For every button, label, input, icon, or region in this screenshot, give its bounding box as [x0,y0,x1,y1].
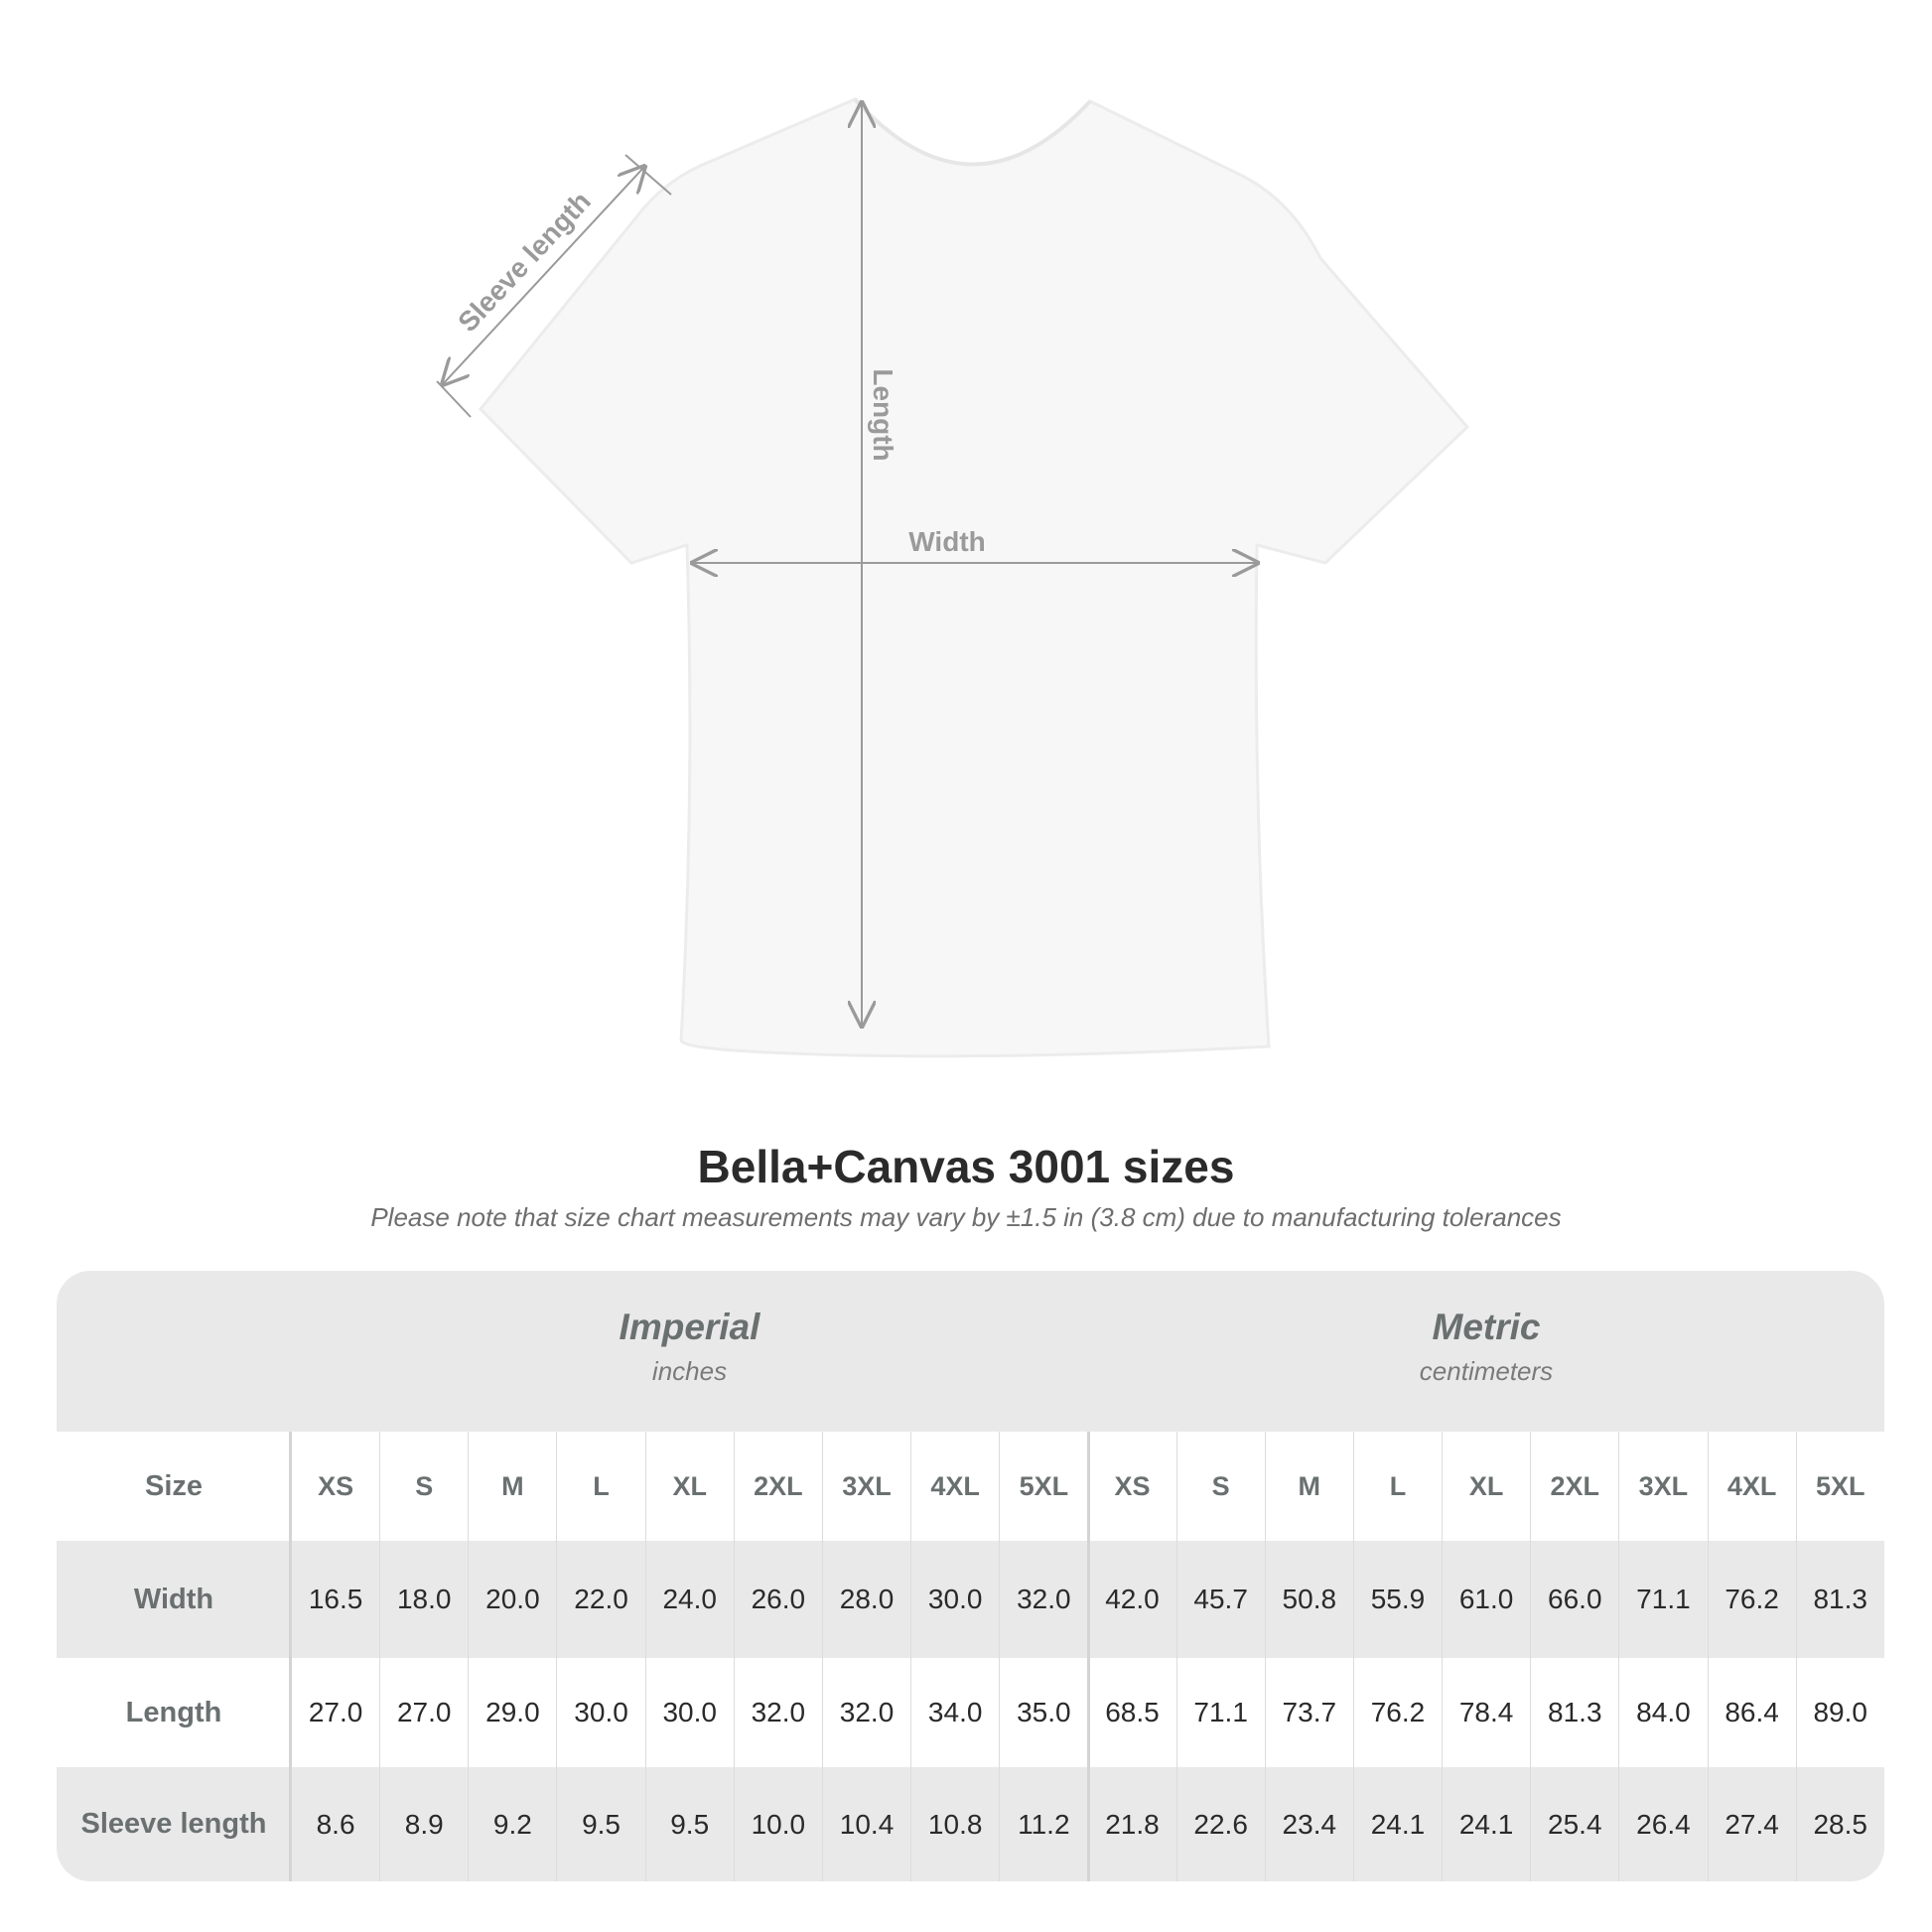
page-title: Bella+Canvas 3001 sizes [697,1141,1235,1192]
table-cell: 10.4 [821,1767,910,1881]
row-label: Size [144,1469,204,1502]
row-band [57,1767,1884,1881]
table-cell: 32.0 [733,1658,822,1767]
table-cell: 71.1 [1618,1541,1707,1658]
table-cell: 45.7 [1175,1541,1265,1658]
table-cell: 50.8 [1264,1541,1353,1658]
table-cell: 20.0 [468,1541,556,1658]
label-divider [289,1432,292,1881]
table-cell: 21.8 [1087,1767,1175,1881]
size-header-cell: 4XL [1707,1432,1796,1541]
metric-group-header: Metric centimeters [1088,1271,1884,1432]
size-header-cell: 2XL [1530,1432,1618,1541]
width-label: Width [908,526,986,557]
table-row: Length 27.0 27.0 29.0 30.0 30.0 32.0 32.0 34.0 35… [57,1658,1884,1767]
size-header-cell: XS [291,1432,379,1541]
table-cell: 32.0 [821,1658,910,1767]
table-cell: 34.0 [910,1658,999,1767]
imperial-title: Imperial [619,1307,760,1347]
table-cell: 26.0 [733,1541,822,1658]
table-cell: 89.0 [1795,1658,1884,1767]
table-cell: 30.0 [644,1658,734,1767]
size-header-cell: S [379,1432,468,1541]
table-cell: 81.3 [1530,1658,1618,1767]
table-cell: 84.0 [1618,1658,1707,1767]
table-cell: 71.1 [1175,1658,1265,1767]
size-header-cell: 3XL [821,1432,910,1541]
table-cell: 10.0 [733,1767,822,1881]
table-cell: 24.1 [1352,1767,1442,1881]
size-header-cell: L [556,1432,644,1541]
table-cell: 24.0 [644,1541,734,1658]
table-row: Sleeve length 8.6 8.9 9.2 9.5 9.5 10.0 10.4 10.8… [57,1767,1884,1881]
size-table: Imperial inches Metric centimeters Size X… [57,1271,1884,1881]
table-cell: 24.1 [1442,1767,1530,1881]
table-cell: 28.0 [821,1541,910,1658]
table-cell: 18.0 [379,1541,468,1658]
unit-divider [1087,1432,1090,1881]
table-cell: 11.2 [999,1767,1087,1881]
table-cell: 42.0 [1087,1541,1175,1658]
table-cell: 55.9 [1352,1541,1442,1658]
table-row: Width 16.5 18.0 20.0 22.0 24.0 26.0 28.0 30.0 32.… [57,1541,1884,1658]
table-cell: 66.0 [1530,1541,1618,1658]
table-cell: 81.3 [1795,1541,1884,1658]
table-cell: 78.4 [1442,1658,1530,1767]
size-header-cell: M [1264,1432,1353,1541]
table-cell: 9.5 [644,1767,734,1881]
table-cell: 30.0 [556,1658,644,1767]
table-cell: 76.2 [1707,1541,1796,1658]
size-header-cell: XS [1087,1432,1175,1541]
table-cell: 22.0 [556,1541,644,1658]
table-cell: 9.2 [468,1767,556,1881]
imperial-group-header: Imperial inches [291,1271,1088,1432]
table-cell: 16.5 [291,1541,379,1658]
table-cell: 30.0 [910,1541,999,1658]
table-cell: 27.0 [379,1658,468,1767]
table-cell: 27.4 [1707,1767,1796,1881]
table-cell: 9.5 [556,1767,644,1881]
table-cell: 25.4 [1530,1767,1618,1881]
metric-unit: centimeters [1419,1356,1554,1386]
size-header-cell: M [468,1432,556,1541]
size-header-cell: S [1175,1432,1265,1541]
tshirt-shape [478,97,1470,1058]
size-header-cell: 5XL [1795,1432,1884,1541]
size-header-cell: L [1352,1432,1442,1541]
table-cell: 61.0 [1442,1541,1530,1658]
row-label: Length [125,1696,222,1728]
table-header-band [57,1271,1884,1432]
table-cell: 76.2 [1352,1658,1442,1767]
size-header-cell: XL [644,1432,734,1541]
row-band [57,1541,1884,1658]
size-header-cell: XL [1442,1432,1530,1541]
table-cell: 8.6 [291,1767,379,1881]
size-header-row: Size XS S M L XL 2XL 3XL 4XL 5XL XS S M L XL 2XL 3XL 4XL 5… [57,1432,1884,1541]
table-cell: 27.0 [291,1658,379,1767]
table-cell: 29.0 [468,1658,556,1767]
tshirt-diagram: Width Length Sleeve length [436,97,1470,1058]
size-header-cell: 5XL [999,1432,1087,1541]
row-label: Sleeve length [80,1808,267,1840]
sleeve-measure-line [443,167,644,384]
table-cell: 10.8 [910,1767,999,1881]
table-cell: 86.4 [1707,1658,1796,1767]
table-cell: 23.4 [1264,1767,1353,1881]
table-cell: 35.0 [999,1658,1087,1767]
tolerance-note: Please note that size chart measurements… [370,1202,1562,1232]
table-cell: 8.9 [379,1767,468,1881]
length-label: Length [868,368,898,461]
size-header-cell: 3XL [1618,1432,1707,1541]
table-cell: 26.4 [1618,1767,1707,1881]
metric-title: Metric [1432,1307,1541,1347]
table-cell: 68.5 [1087,1658,1175,1767]
imperial-unit: inches [651,1356,728,1386]
table-cell: 22.6 [1175,1767,1265,1881]
row-label: Width [133,1583,214,1615]
table-cell: 73.7 [1264,1658,1353,1767]
table-cell: 32.0 [999,1541,1087,1658]
size-header-cell: 4XL [910,1432,999,1541]
table-cell: 28.5 [1795,1767,1884,1881]
size-header-cell: 2XL [733,1432,822,1541]
